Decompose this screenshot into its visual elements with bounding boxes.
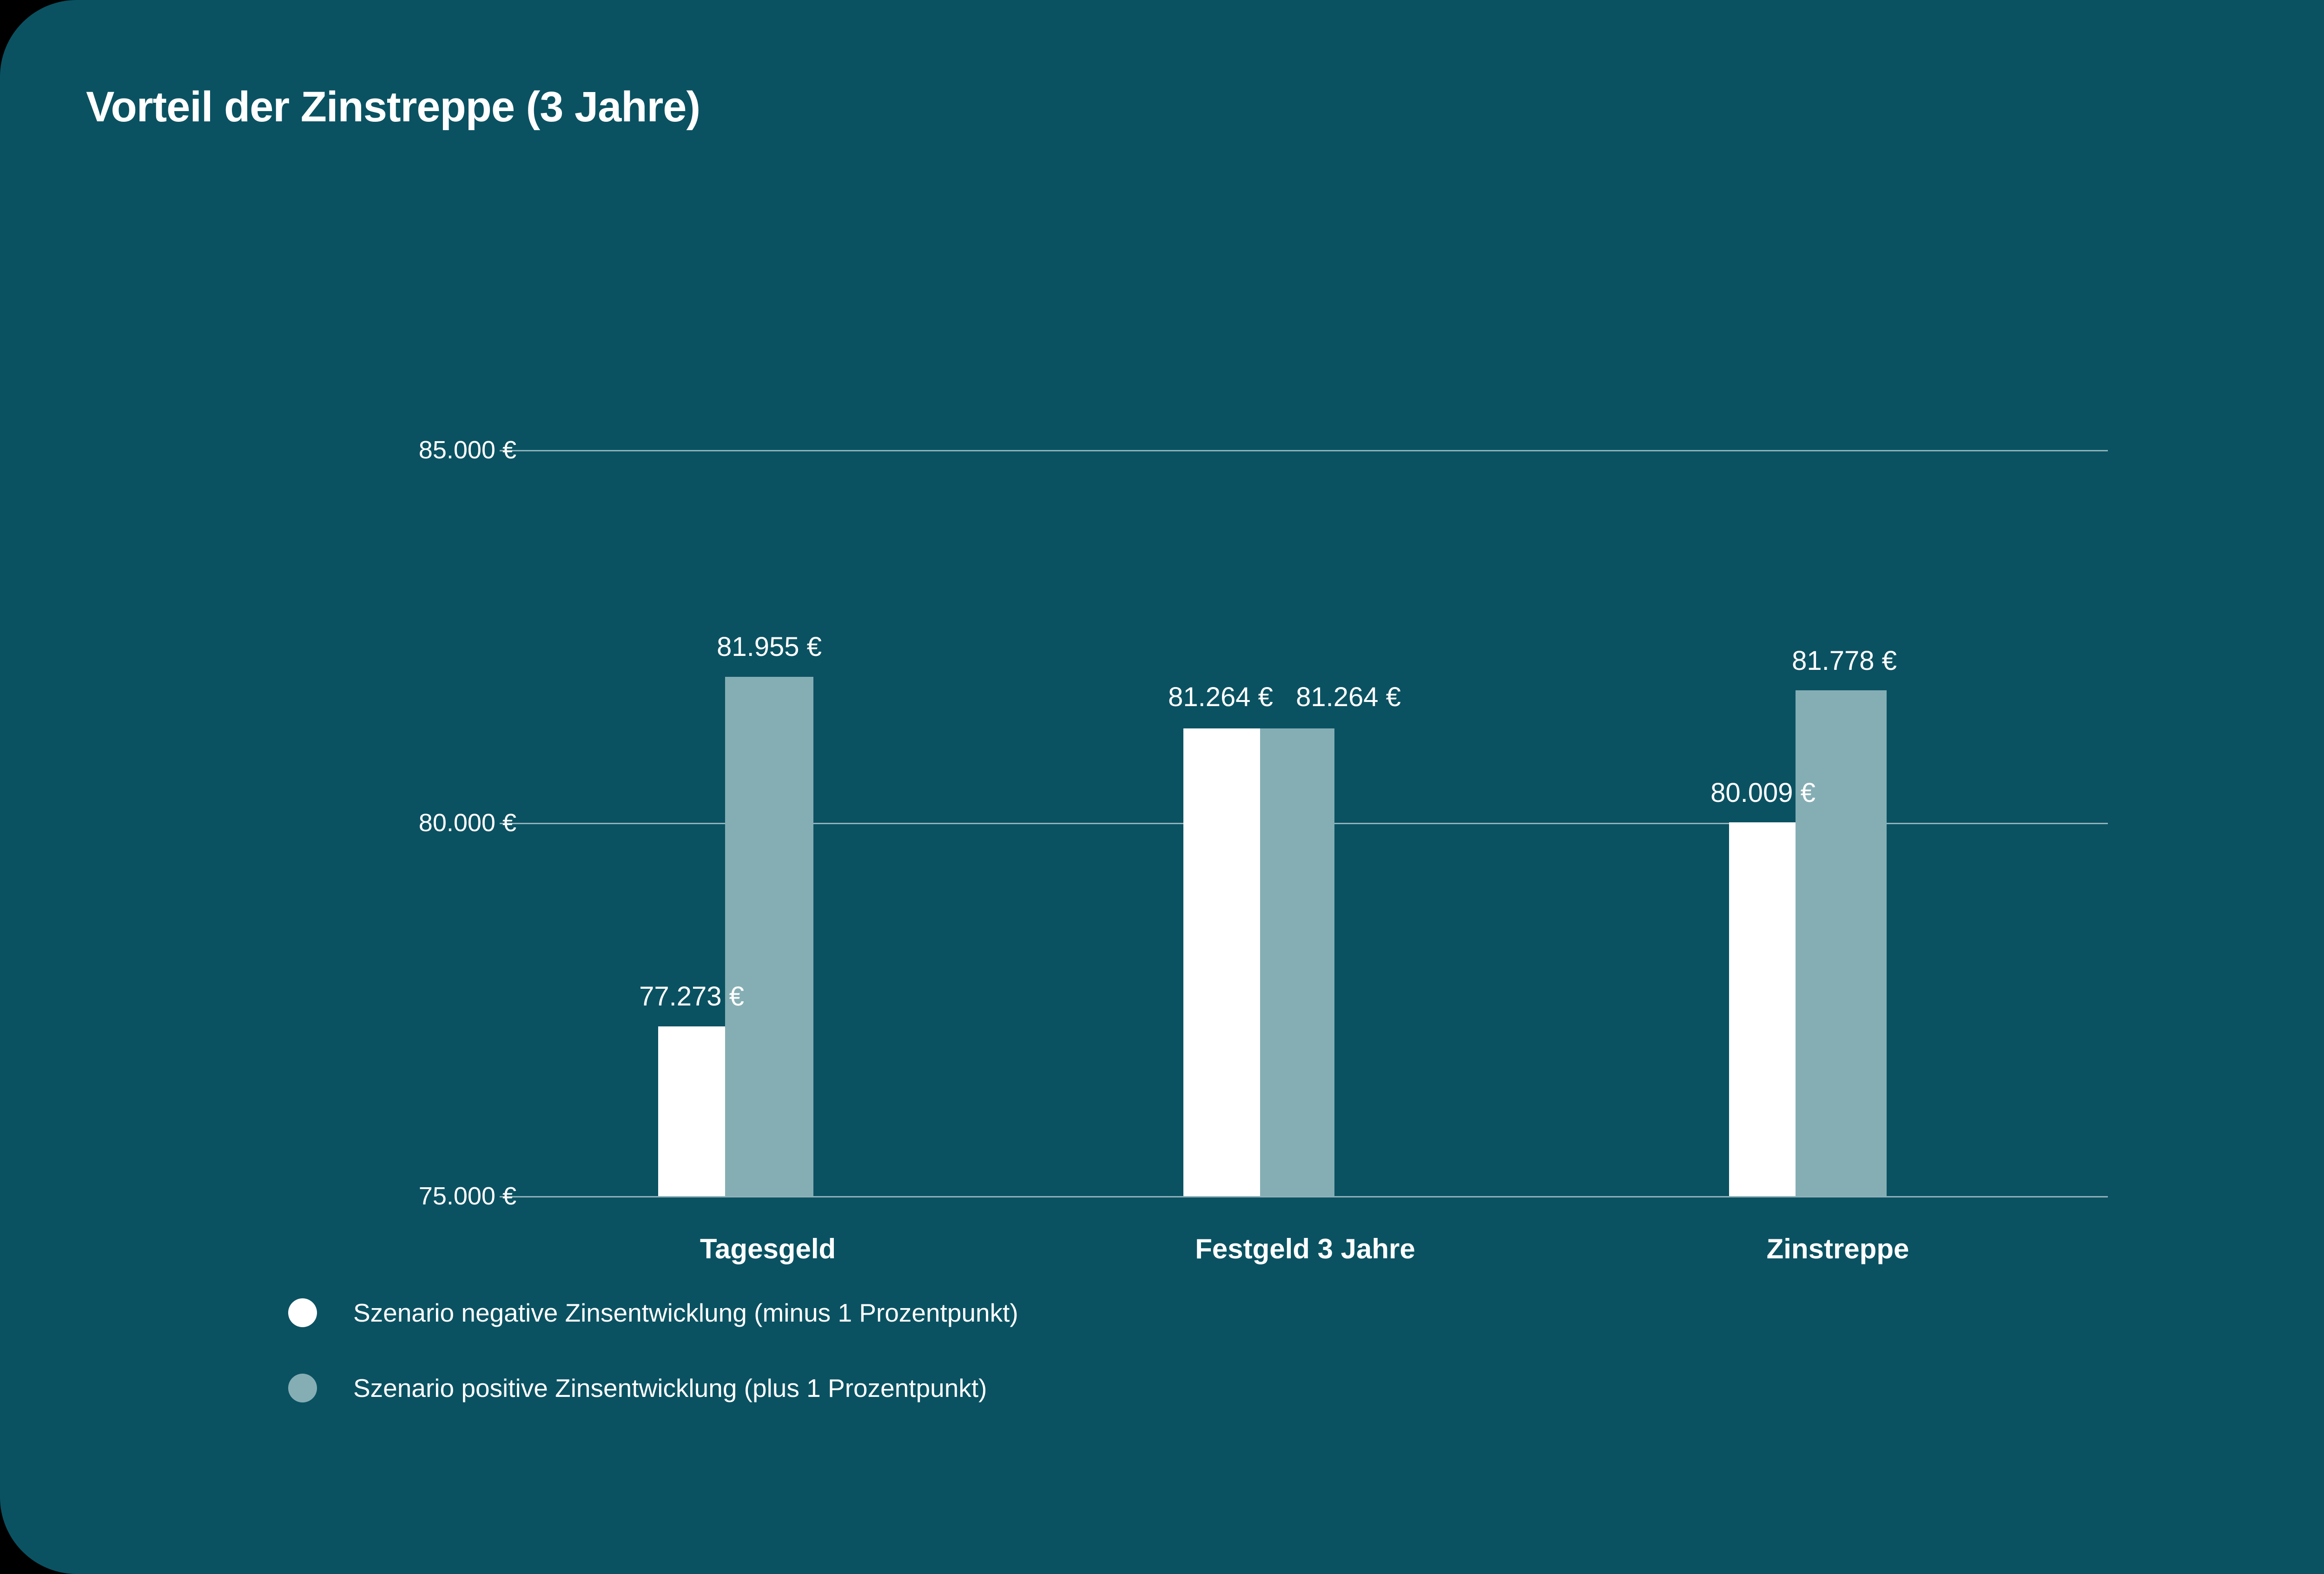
- circle-marker-icon-negative: [288, 1298, 317, 1327]
- chart-legend: Szenario negative Zinsentwicklung (minus…: [288, 1290, 1018, 1441]
- legend-label-positive: Szenario positive Zinsentwicklung (plus …: [353, 1374, 987, 1402]
- legend-item-positive[interactable]: Szenario positive Zinsentwicklung (plus …: [288, 1366, 1018, 1410]
- bar-zinstreppe-negative[interactable]: [1729, 822, 1796, 1196]
- bar-tagesgeld-negative[interactable]: [658, 1026, 725, 1196]
- ytick-label-85000: 85.000 €: [418, 436, 516, 464]
- value-label-tagesgeld-positive: 81.955 €: [717, 632, 822, 662]
- category-label-tagesgeld: Tagesgeld: [700, 1233, 836, 1264]
- value-label-zinstreppe-positive: 81.778 €: [1792, 646, 1897, 676]
- gridline-75000: [500, 1196, 2108, 1197]
- bar-festgeld-positive[interactable]: [1260, 728, 1334, 1196]
- bar-tagesgeld-positive[interactable]: [725, 677, 813, 1196]
- circle-marker-icon-positive: [288, 1374, 317, 1402]
- bar-festgeld-negative[interactable]: [1183, 728, 1260, 1196]
- value-label-festgeld-negative: 81.264 €: [1168, 682, 1273, 712]
- value-label-festgeld-positive: 81.264 €: [1296, 682, 1401, 712]
- value-label-tagesgeld-negative: 77.273 €: [639, 981, 744, 1012]
- bar-zinstreppe-positive[interactable]: [1796, 690, 1887, 1196]
- legend-label-negative: Szenario negative Zinsentwicklung (minus…: [353, 1298, 1018, 1327]
- category-label-zinstreppe: Zinstreppe: [1766, 1233, 1909, 1264]
- ytick-label-75000: 75.000 €: [418, 1182, 516, 1210]
- legend-item-negative[interactable]: Szenario negative Zinsentwicklung (minus…: [288, 1290, 1018, 1335]
- chart-title: Vorteil der Zinstreppe (3 Jahre): [86, 83, 700, 131]
- ytick-label-80000: 80.000 €: [418, 809, 516, 837]
- value-label-zinstreppe-negative: 80.009 €: [1710, 778, 1816, 808]
- category-label-festgeld: Festgeld 3 Jahre: [1195, 1233, 1415, 1264]
- gridline-85000: [500, 450, 2108, 451]
